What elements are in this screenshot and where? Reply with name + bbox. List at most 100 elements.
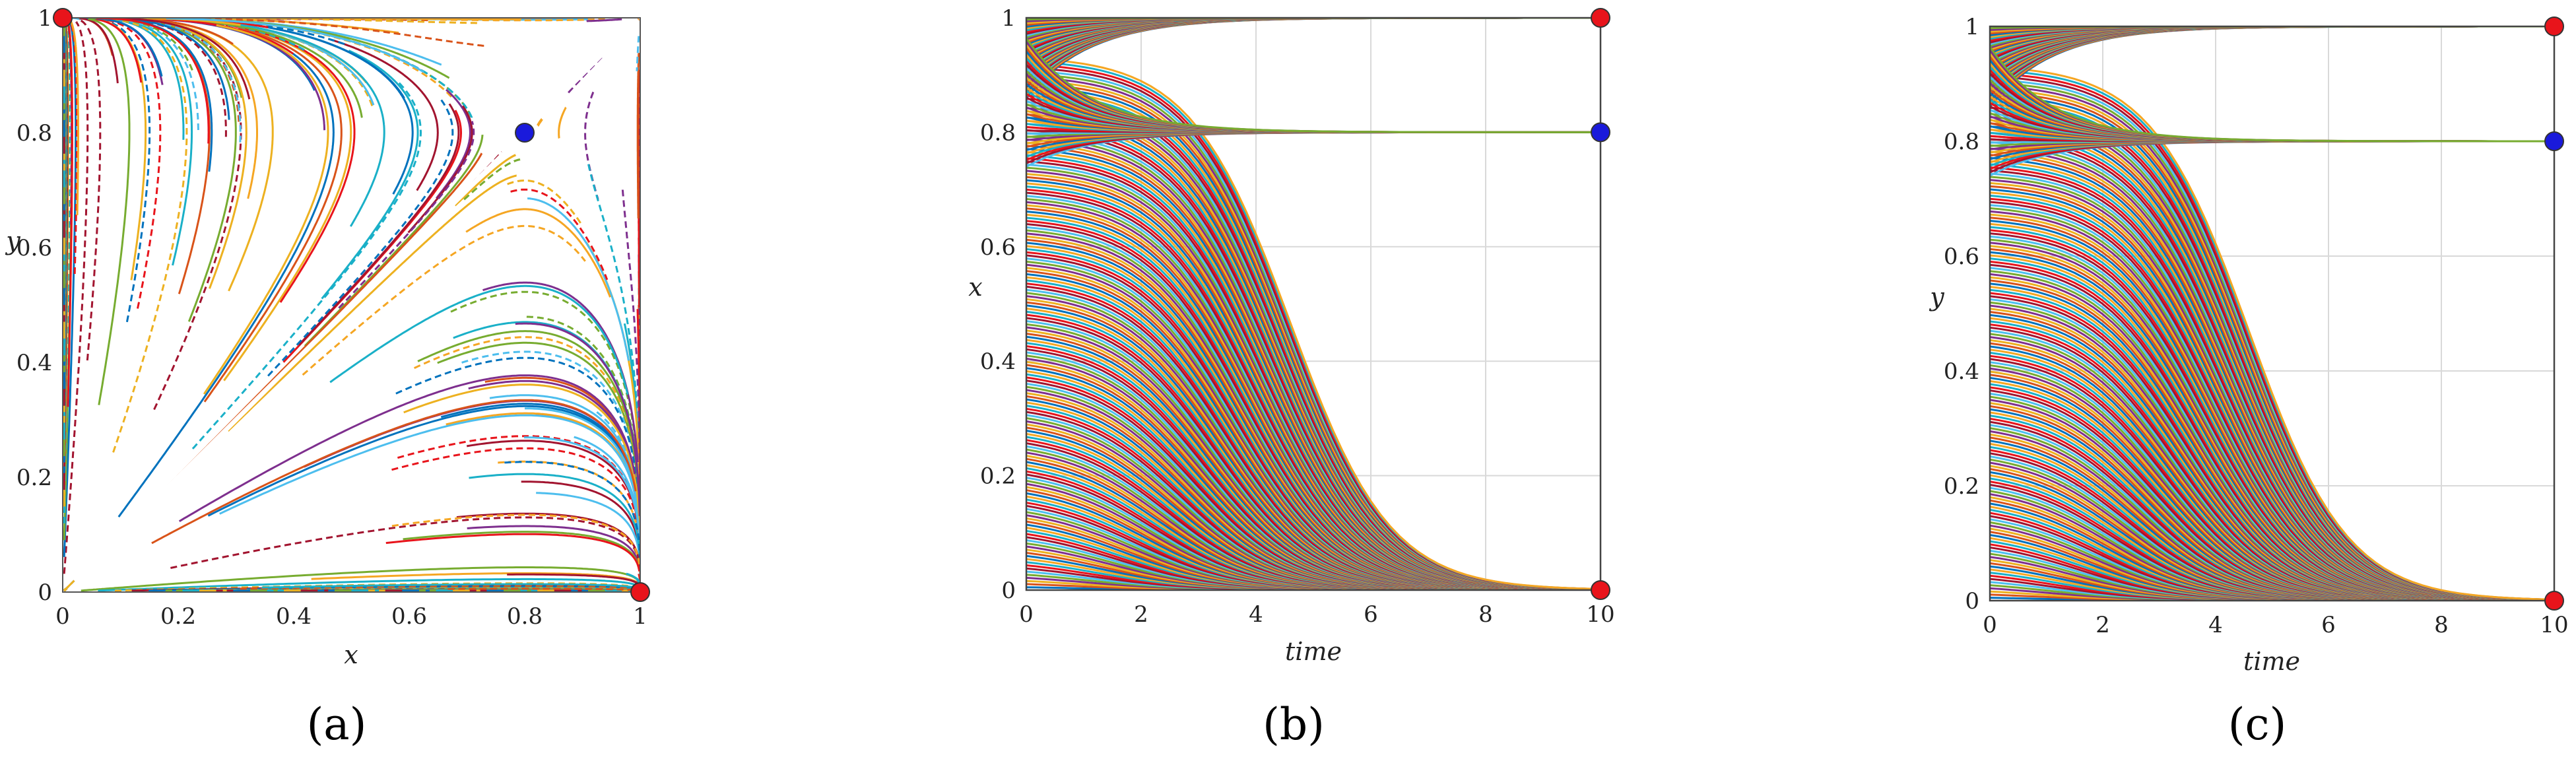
y-tick-label: 0.4 bbox=[1944, 358, 1979, 385]
phase-trajectory bbox=[565, 56, 603, 96]
phase-trajectory bbox=[515, 322, 640, 516]
phase-trajectory bbox=[482, 281, 639, 463]
steady-state-point bbox=[2544, 17, 2564, 36]
phase-trajectory bbox=[219, 414, 640, 519]
phase-trajectory bbox=[63, 21, 89, 574]
panel-a-phase-portrait: 0 0.2 0.4 0.6 0.8 1 0 0.2 0.4 0.6 0.8 1 x y (a) bbox=[5, 5, 650, 750]
panel-c-y-axis-label: y bbox=[1929, 283, 1944, 312]
y-tick-label: 0.6 bbox=[1944, 244, 1979, 270]
y-tick-label: 0.8 bbox=[17, 120, 52, 147]
phase-trajectory bbox=[584, 91, 599, 200]
panel-a-y-axis-label: y bbox=[5, 226, 20, 255]
y-tick-label: 0.8 bbox=[1944, 129, 1979, 155]
x-tick-label: 8 bbox=[2434, 612, 2449, 638]
phase-trajectory bbox=[88, 18, 131, 405]
phase-trajectory bbox=[223, 28, 352, 382]
phase-trajectory bbox=[240, 24, 385, 227]
phase-trajectory bbox=[504, 461, 640, 561]
phase-trajectory bbox=[621, 189, 640, 480]
phase-trajectory bbox=[527, 197, 630, 361]
phase-trajectory bbox=[510, 188, 609, 281]
x-tick-label: 10 bbox=[2540, 612, 2568, 638]
x-tick-label: 6 bbox=[1364, 601, 1378, 628]
time-trajectory bbox=[1990, 65, 2554, 601]
phase-trajectory bbox=[636, 53, 640, 218]
phase-trajectory bbox=[391, 514, 640, 568]
time-trajectory bbox=[1990, 46, 2554, 143]
x-tick-label: 0 bbox=[1019, 601, 1034, 628]
phase-trajectory bbox=[625, 572, 640, 584]
panel-b-caption: (b) bbox=[1263, 699, 1325, 750]
panel-c-tick-labels: 0 2 4 6 8 10 0 0.2 0.4 0.6 0.8 1 bbox=[1944, 14, 2569, 638]
separatrix bbox=[523, 22, 636, 134]
y-tick-label: 1 bbox=[1965, 14, 1979, 40]
panel-b-tick-labels: 0 2 4 6 8 10 0 0.2 0.4 0.6 0.8 1 bbox=[980, 5, 1615, 628]
equilibrium-point bbox=[515, 123, 535, 143]
panel-c-steady-states bbox=[2544, 17, 2564, 611]
phase-trajectory bbox=[463, 158, 522, 201]
phase-trajectory bbox=[321, 50, 419, 300]
phase-trajectory bbox=[178, 374, 636, 523]
separatrix bbox=[73, 131, 527, 583]
phase-trajectory bbox=[175, 18, 477, 24]
y-tick-label: 1 bbox=[38, 5, 52, 32]
phase-trajectory bbox=[414, 336, 640, 493]
phase-trajectory bbox=[537, 118, 543, 127]
panel-a-tick-labels: 0 0.2 0.4 0.6 0.8 1 0 0.2 0.4 0.6 0.8 1 bbox=[17, 5, 647, 630]
phase-trajectory bbox=[403, 383, 640, 527]
y-tick-label: 0.8 bbox=[980, 119, 1016, 146]
phase-trajectory bbox=[507, 180, 583, 226]
phase-trajectory bbox=[77, 18, 102, 361]
panel-b-axes-box bbox=[1025, 17, 1602, 591]
y-tick-label: 0.2 bbox=[17, 465, 52, 491]
panel-c-axes-box bbox=[1989, 25, 2556, 602]
time-trajectory bbox=[1026, 57, 1601, 590]
phase-trajectory bbox=[170, 516, 640, 569]
equilibrium-point bbox=[630, 582, 650, 602]
panel-c-y-over-time: 0 2 4 6 8 10 0 0.2 0.4 0.6 0.8 1 time y (c) bbox=[1929, 14, 2568, 750]
time-trajectory bbox=[1026, 586, 1601, 590]
phase-trajectory bbox=[465, 208, 611, 298]
phase-trajectory bbox=[151, 399, 637, 545]
phase-trajectory bbox=[89, 18, 147, 281]
phase-trajectory bbox=[302, 224, 586, 376]
panel-b-steady-states bbox=[1591, 8, 1610, 600]
phase-trajectory bbox=[93, 18, 162, 309]
x-tick-label: 2 bbox=[1134, 601, 1148, 628]
steady-state-point bbox=[1591, 8, 1610, 28]
phase-trajectory bbox=[298, 103, 460, 346]
phase-trajectory bbox=[636, 36, 640, 71]
x-tick-label: 0.4 bbox=[276, 603, 312, 630]
phase-trajectory bbox=[454, 154, 517, 207]
y-tick-label: 1 bbox=[1001, 5, 1016, 32]
phase-trajectory bbox=[166, 18, 424, 73]
x-tick-label: 0 bbox=[1983, 612, 1997, 638]
panel-a-x-axis-label: x bbox=[344, 640, 358, 669]
x-tick-label: 2 bbox=[2096, 612, 2110, 638]
x-tick-label: 6 bbox=[2321, 612, 2336, 638]
y-tick-label: 0 bbox=[1001, 578, 1016, 604]
panel-c-caption: (c) bbox=[2228, 699, 2286, 750]
phase-trajectory bbox=[201, 18, 484, 47]
time-trajectory bbox=[1026, 38, 1601, 133]
x-tick-label: 8 bbox=[1478, 601, 1493, 628]
equilibrium-point bbox=[53, 8, 73, 28]
y-tick-label: 0.6 bbox=[980, 234, 1016, 261]
phase-trajectory bbox=[191, 80, 422, 449]
phase-trajectory bbox=[435, 88, 471, 199]
steady-state-point bbox=[1591, 580, 1610, 600]
y-tick-label: 0.2 bbox=[980, 463, 1016, 490]
panel-a-axes-box bbox=[62, 17, 641, 593]
phase-trajectory bbox=[63, 20, 77, 557]
phase-trajectory bbox=[395, 356, 640, 506]
phase-trajectory bbox=[98, 578, 638, 592]
y-tick-label: 0.2 bbox=[1944, 473, 1979, 500]
y-tick-label: 0.4 bbox=[980, 349, 1016, 375]
phase-trajectory bbox=[461, 350, 640, 517]
x-tick-label: 1 bbox=[633, 603, 647, 630]
phase-trajectory bbox=[227, 174, 517, 432]
panel-b-x-over-time: 0 2 4 6 8 10 0 0.2 0.4 0.6 0.8 1 time x (b) bbox=[968, 5, 1614, 750]
x-tick-label: 4 bbox=[1249, 601, 1263, 628]
phase-trajectory bbox=[203, 27, 343, 403]
